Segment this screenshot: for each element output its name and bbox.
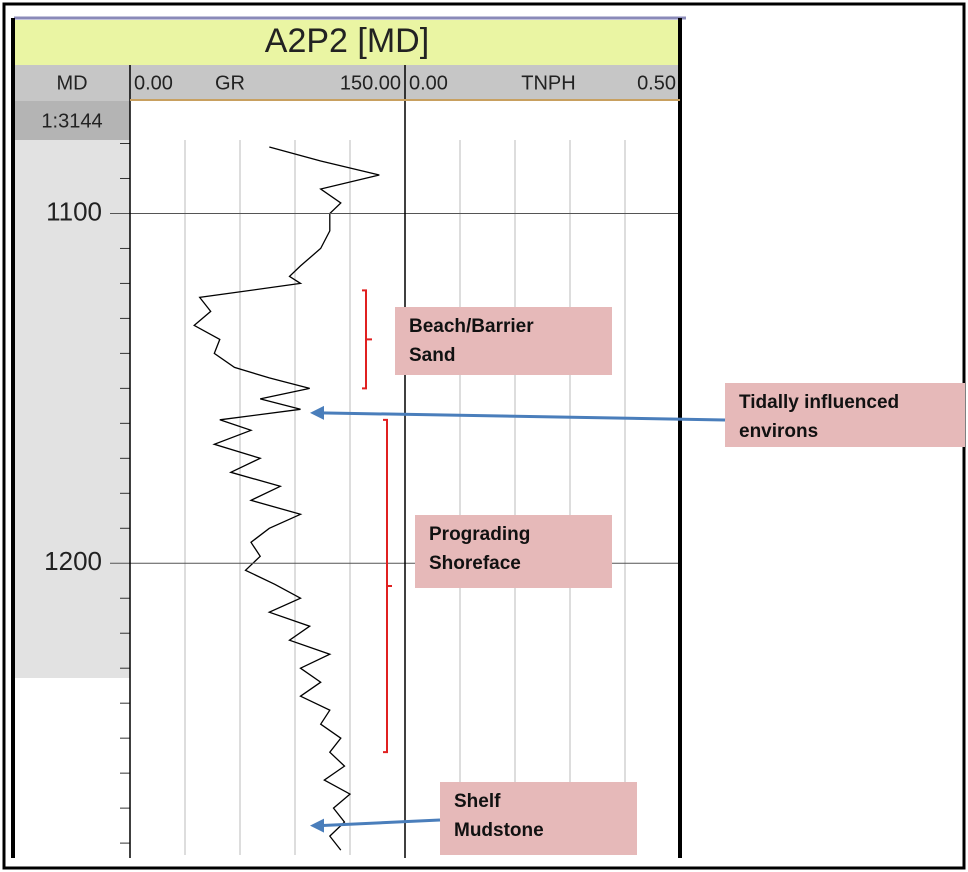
annotation-text: Tidally influenced — [739, 392, 899, 413]
scale-cell — [14, 101, 130, 140]
depth-column — [14, 140, 130, 678]
x-tick-label: 150.00 — [340, 72, 401, 94]
y-tick-label: 1200 — [44, 546, 102, 576]
arrow — [319, 411, 726, 422]
x-tick-label: 0.50 — [637, 72, 676, 94]
header-row — [14, 65, 680, 101]
annotation-text: Mudstone — [454, 820, 544, 841]
arrow-head — [310, 818, 324, 833]
x-tick-label: 0.00 — [134, 72, 173, 94]
title-bar — [14, 20, 680, 65]
annotation-text: Shelf — [454, 791, 501, 812]
annotation-box — [395, 307, 612, 375]
gr-curve — [193, 146, 380, 851]
annotation-box — [440, 782, 637, 855]
annotation-text: Shoreface — [429, 553, 521, 574]
y-tick-label: 1100 — [46, 196, 102, 226]
arrow — [319, 818, 441, 828]
x-tick-label: 0.00 — [409, 72, 448, 94]
annotation-text: environs — [739, 421, 818, 442]
annotation-box — [415, 515, 612, 588]
depth-label: MD — [56, 72, 87, 94]
annotation-box — [725, 383, 965, 447]
annotation-text: Beach/Barrier — [409, 316, 534, 337]
arrow-head — [310, 405, 324, 420]
chart-title: A2P2 [MD] — [265, 22, 429, 60]
annotation-text: Sand — [409, 345, 455, 366]
scale-label: 1:3144 — [41, 110, 102, 132]
track-name: TNPH — [521, 72, 575, 94]
bracket — [383, 418, 392, 754]
track-name: GR — [215, 72, 245, 94]
annotation-text: Prograding — [429, 524, 530, 545]
bracket — [362, 289, 372, 390]
